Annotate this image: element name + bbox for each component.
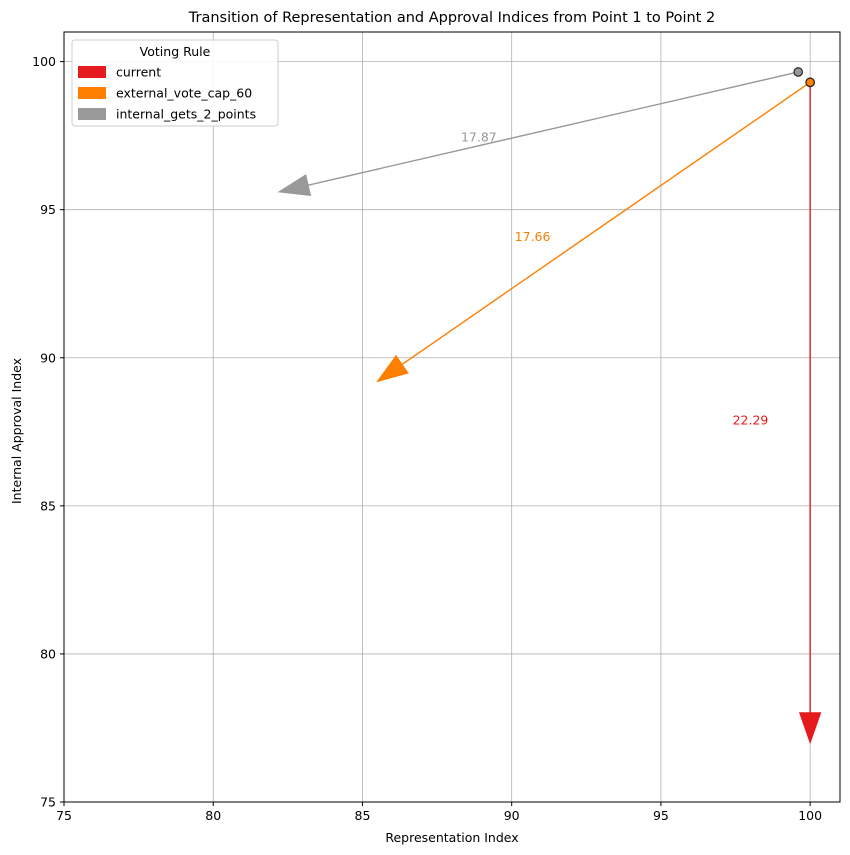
- start-point-external_vote_cap_60: [805, 77, 815, 88]
- x-tick-label: 85: [355, 808, 371, 823]
- x-tick-label: 75: [56, 808, 72, 823]
- x-axis-label: Representation Index: [385, 830, 518, 845]
- legend-swatch-current: [78, 66, 106, 78]
- x-tick-label: 95: [653, 808, 669, 823]
- ticks: 75 80 85 90 95 100 75 80 85 90 95 100: [32, 54, 822, 823]
- legend-label-external_vote_cap_60: external_vote_cap_60: [116, 86, 252, 101]
- distance-label-current: 22.29: [733, 412, 769, 427]
- legend-swatch-internal_gets_2_points: [78, 108, 106, 120]
- arrow-shaft-internal_gets_2_points: [307, 71, 799, 186]
- y-axis-label: Internal Approval Index: [9, 358, 24, 504]
- grid: [63, 32, 840, 803]
- x-tick-label: 90: [504, 808, 520, 823]
- legend-label-current: current: [116, 65, 161, 80]
- y-tick-label: 85: [40, 498, 56, 513]
- annotations: 22.29 17.66 17.87: [461, 130, 768, 428]
- arrows: [277, 67, 822, 745]
- legend-box: [71, 39, 279, 127]
- y-tick-label: 75: [40, 795, 56, 810]
- plot-area: [63, 31, 841, 803]
- x-tick-label: 100: [798, 808, 822, 823]
- y-tick-label: 80: [40, 646, 56, 661]
- y-tick-label: 100: [32, 54, 56, 69]
- chart-title: Transition of Representation and Approva…: [188, 10, 715, 26]
- arrow-head-internal_gets_2_points: [277, 174, 312, 196]
- legend-swatch-external_vote_cap_60: [78, 87, 106, 99]
- legend-title: Voting Rule: [140, 44, 211, 59]
- legend: Voting Rule current external_vote_cap_60i…: [71, 39, 279, 127]
- y-tick-label: 95: [40, 202, 56, 217]
- distance-label-internal_gets_2_points: 17.87: [461, 130, 497, 145]
- y-tick-label: 90: [40, 350, 56, 365]
- x-tick-label: 80: [205, 808, 221, 823]
- legend-label-internal_gets_2_points: internal_gets_2_points: [116, 107, 256, 122]
- start-point-internal_gets_2_points: [793, 67, 804, 77]
- arrow-shaft-external_vote_cap_60: [401, 81, 811, 365]
- arrow-head-current: [798, 712, 822, 745]
- arrow-head-external_vote_cap_60: [376, 354, 409, 383]
- distance-label-external_vote_cap_60: 17.66: [515, 229, 551, 244]
